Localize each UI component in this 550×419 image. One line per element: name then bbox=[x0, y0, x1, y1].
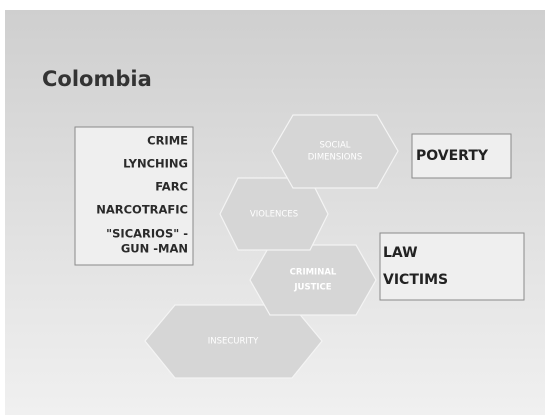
list-item: NARCOTRAFIC bbox=[96, 203, 188, 217]
slide-title: Colombia bbox=[42, 67, 152, 91]
box-text: POVERTY bbox=[416, 148, 489, 164]
hexagon-label: CRIMINAL bbox=[290, 268, 337, 278]
hexagon bbox=[219, 177, 329, 251]
list-item: GUN -MAN bbox=[121, 242, 188, 256]
hexagon-label: VIOLENCES bbox=[250, 210, 298, 220]
hexagon bbox=[271, 114, 399, 189]
hexagon bbox=[144, 304, 323, 379]
list-item: FARC bbox=[155, 180, 188, 194]
hexagon-label: JUSTICE bbox=[293, 283, 331, 293]
list-box bbox=[74, 126, 194, 266]
text-box bbox=[411, 133, 512, 179]
list-item: LYNCHING bbox=[123, 157, 188, 171]
hexagon bbox=[249, 244, 377, 316]
box-text: LAW bbox=[383, 245, 418, 261]
box-text: VICTIMS bbox=[383, 272, 448, 288]
hexagon-label: SOCIAL bbox=[319, 141, 350, 151]
hexagon-label: DIMENSIONS bbox=[308, 153, 362, 163]
list-item: "SICARIOS" - bbox=[106, 227, 188, 241]
list-item: CRIME bbox=[147, 134, 188, 148]
text-box bbox=[379, 232, 525, 301]
hexagon-label: INSECURITY bbox=[208, 337, 259, 347]
